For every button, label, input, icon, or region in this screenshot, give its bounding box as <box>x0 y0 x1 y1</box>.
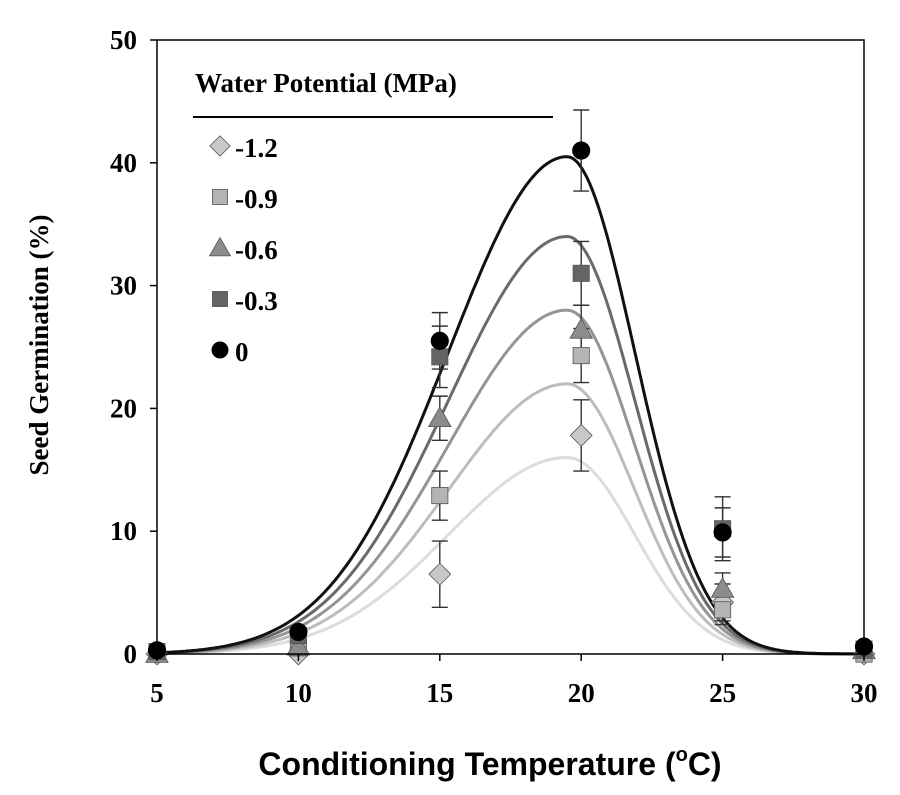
legend-label: 0 <box>235 337 249 367</box>
legend-label: -0.3 <box>235 286 278 316</box>
x-tick-label: 30 <box>851 678 878 708</box>
fit-curve--0.3 <box>156 234 864 656</box>
x-axis-label: Conditioning Temperature (oC) <box>258 744 721 782</box>
legend: Water Potential (MPa) -1.2 -0.9 -0.6 -0.3 0 <box>193 68 553 367</box>
legend-label: -1.2 <box>235 133 278 163</box>
legend-item: -0.9 <box>212 184 278 214</box>
legend-item: -0.6 <box>208 235 278 265</box>
legend-marker-0 <box>211 341 229 359</box>
data-point--1.2 <box>428 562 452 586</box>
fit-curve--1.2 <box>156 455 864 656</box>
x-axis-label-degree: o <box>676 744 688 766</box>
legend-item: -1.2 <box>209 133 278 163</box>
data-point-0 <box>713 523 732 542</box>
legend-marker--1.2 <box>209 135 231 157</box>
y-tick-label: 30 <box>110 271 137 301</box>
plot-frame <box>156 39 865 655</box>
x-tick-label: 15 <box>426 678 453 708</box>
data-point--0.9 <box>714 601 732 619</box>
fit-curve--0.6 <box>156 308 864 656</box>
data-point-0 <box>572 141 591 160</box>
data-point--0.6 <box>569 317 594 339</box>
legend-marker--0.9 <box>212 189 228 205</box>
y-tick-label: 40 <box>110 148 137 178</box>
data-point--0.6 <box>427 406 452 428</box>
x-tick-label: 5 <box>150 678 164 708</box>
legend-item: -0.3 <box>212 286 278 316</box>
legend-title: Water Potential (MPa) <box>195 68 457 98</box>
legend-items: -1.2 -0.9 -0.6 -0.3 0 <box>208 133 278 367</box>
fit-curves <box>156 155 864 656</box>
legend-item: 0 <box>211 337 249 367</box>
fit-curve--0.9 <box>156 382 864 656</box>
y-tick-label: 20 <box>110 393 137 423</box>
y-tick-label: 0 <box>124 639 138 669</box>
legend-marker--0.3 <box>212 291 228 307</box>
data-points <box>145 141 876 666</box>
legend-label: -0.9 <box>235 184 278 214</box>
y-tick-label: 10 <box>110 516 137 546</box>
legend-label: -0.6 <box>235 235 278 265</box>
data-point-0 <box>430 331 449 350</box>
data-point--0.9 <box>572 347 590 365</box>
axis-ticks: 5 10 15 20 25 30 0 10 20 30 40 50 <box>110 25 878 708</box>
fit-curve-0 <box>156 155 864 656</box>
y-axis-label: Seed Germination (%) <box>24 215 54 476</box>
y-tick-label: 50 <box>110 25 137 55</box>
data-point--1.2 <box>569 423 593 447</box>
legend-marker--0.6 <box>208 236 232 257</box>
data-point--0.3 <box>431 348 449 366</box>
x-axis-label-main: Conditioning Temperature ( <box>258 746 676 782</box>
x-tick-label: 25 <box>709 678 736 708</box>
data-point-0 <box>289 622 308 641</box>
x-tick-label: 10 <box>285 678 312 708</box>
x-axis-label-unit: C) <box>688 746 722 782</box>
data-point--0.6 <box>710 576 735 598</box>
data-point--0.3 <box>572 264 590 282</box>
x-tick-label: 20 <box>568 678 595 708</box>
data-point--0.9 <box>431 487 449 505</box>
